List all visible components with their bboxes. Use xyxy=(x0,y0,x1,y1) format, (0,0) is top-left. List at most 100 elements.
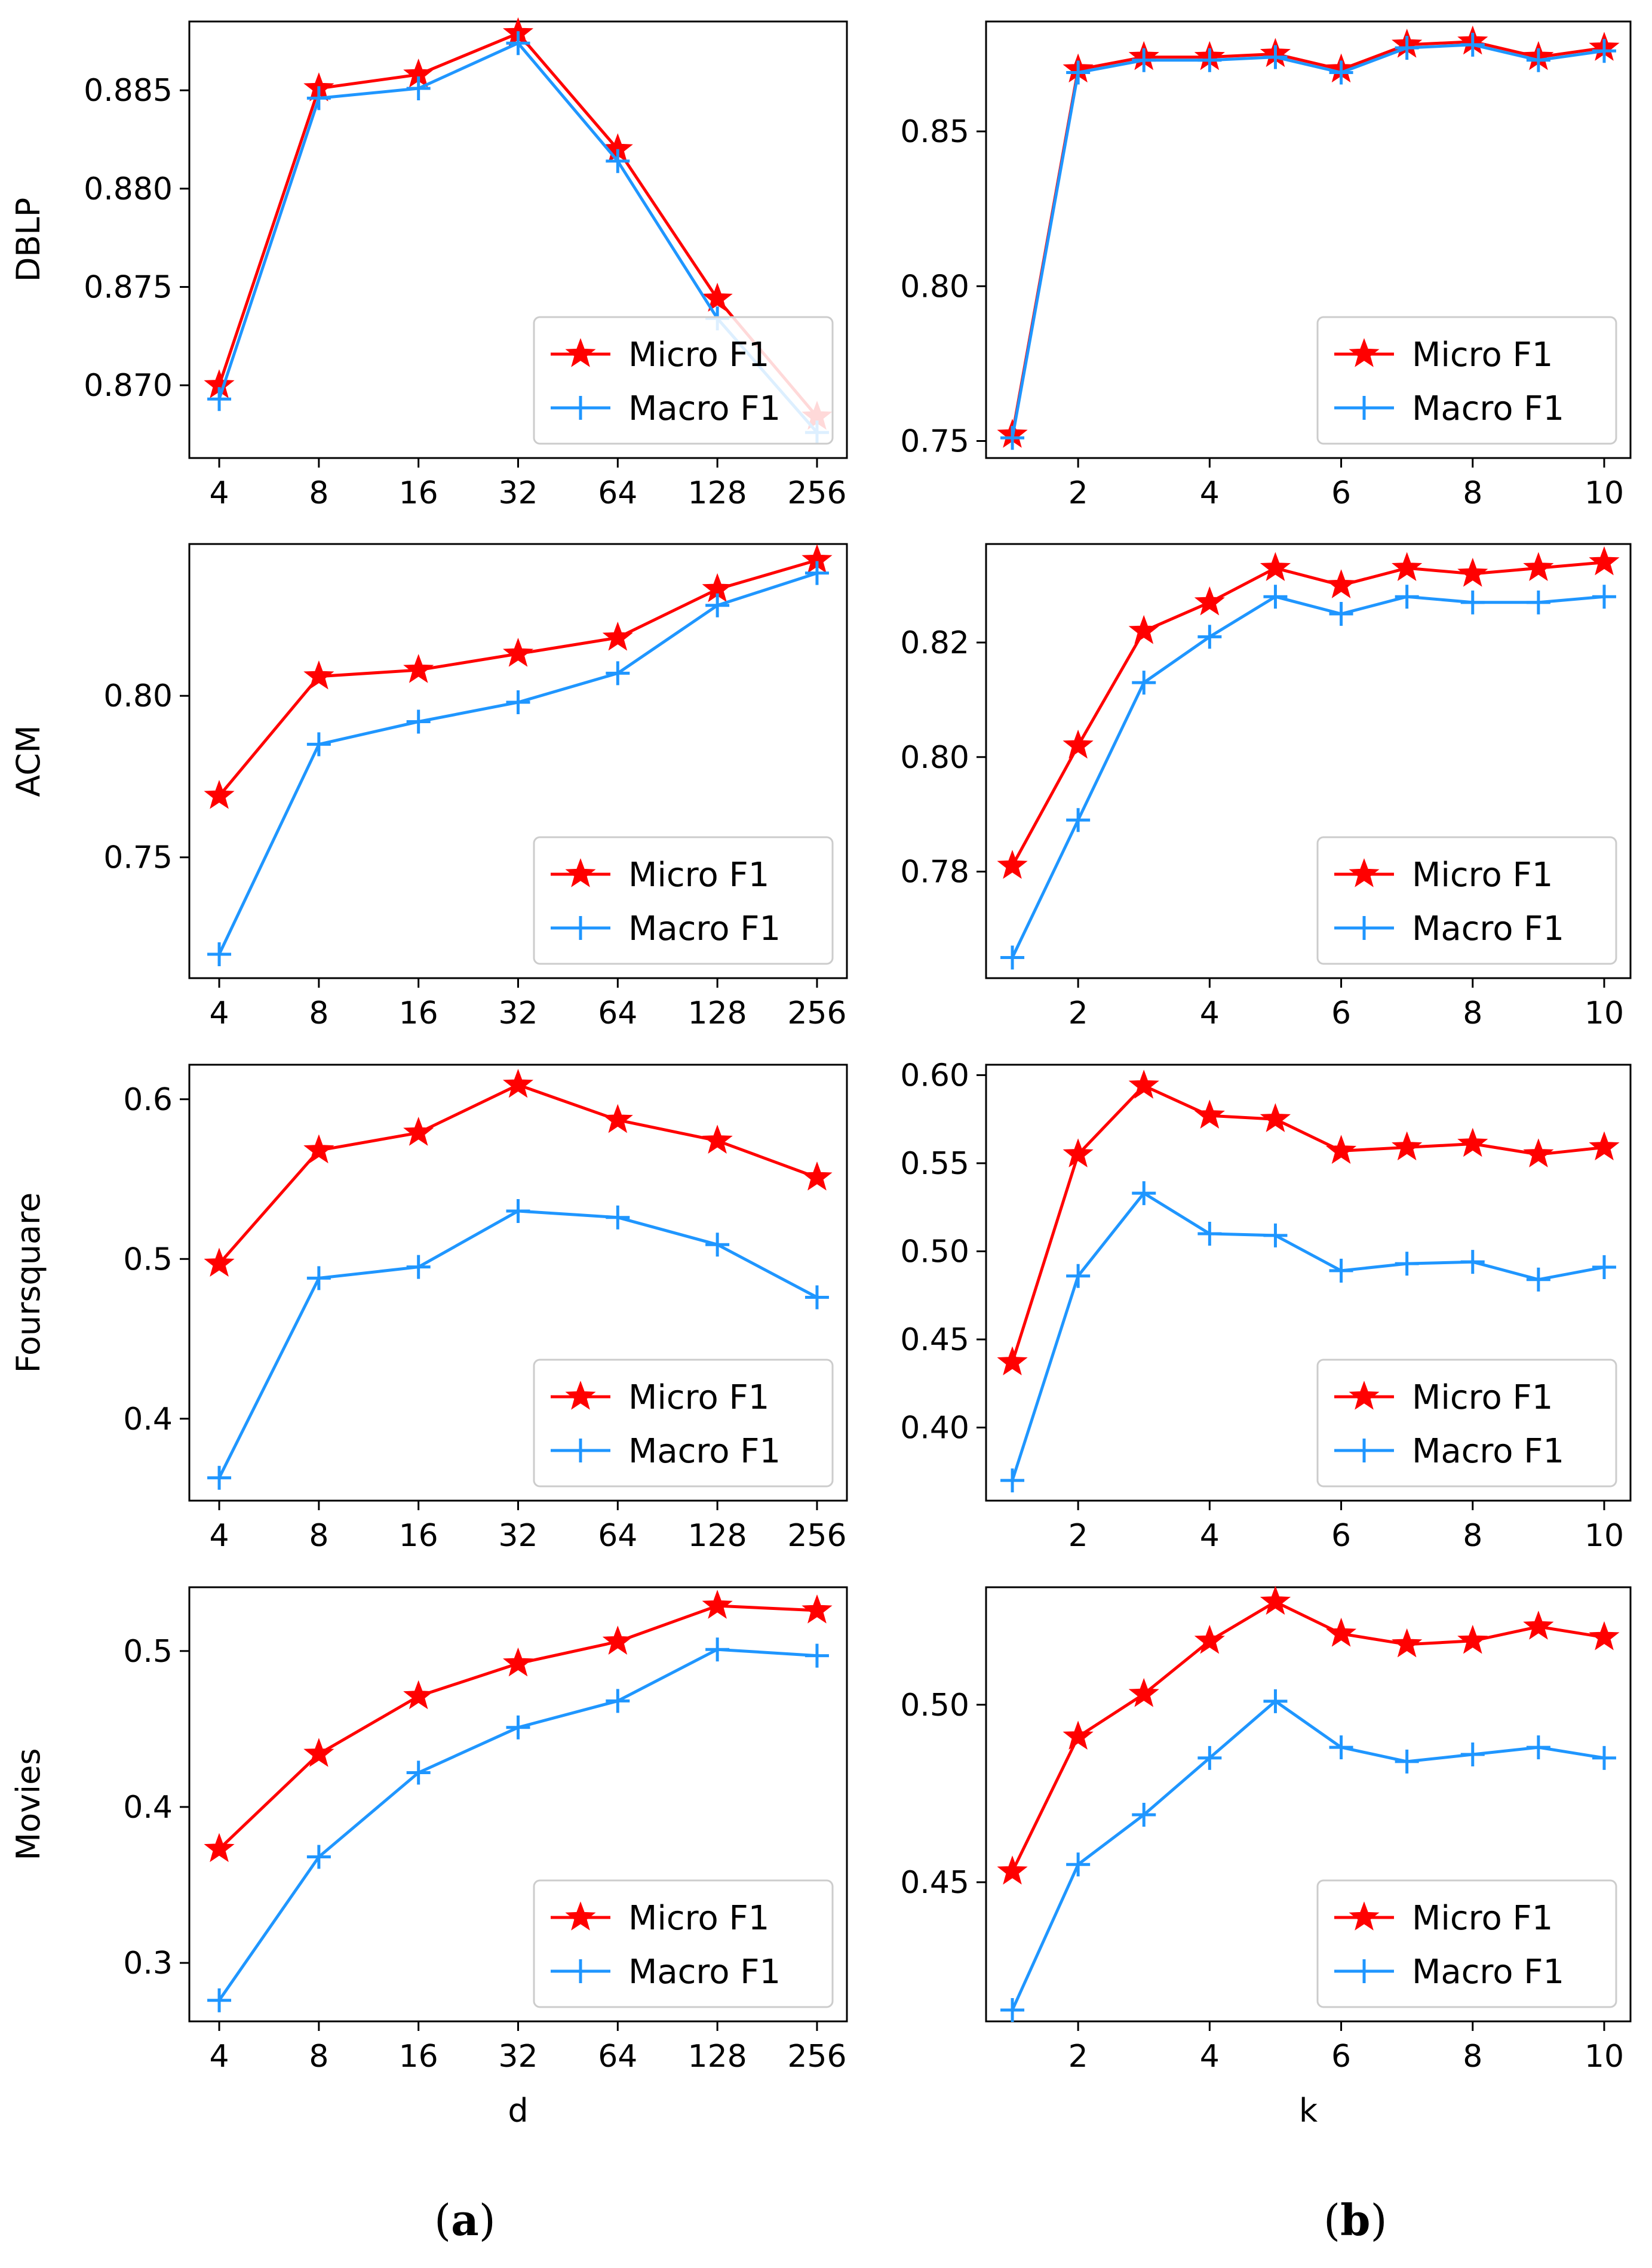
x-tick-label: 16 xyxy=(399,2039,438,2075)
legend-marker-star xyxy=(1349,1901,1380,1931)
y-axis-label: ACM xyxy=(10,725,47,797)
plot-frame xyxy=(985,543,1632,979)
legend-label: Macro F1 xyxy=(1412,909,1564,948)
data-point-plus xyxy=(1132,671,1156,695)
x-tick-label: 4 xyxy=(209,475,229,511)
data-point-plus xyxy=(1592,1745,1616,1770)
x-tick-label: 128 xyxy=(688,2039,747,2075)
data-point-plus xyxy=(1329,602,1353,626)
x-tick-label: 8 xyxy=(309,1518,328,1554)
legend-box xyxy=(533,836,834,965)
x-tick-label: 4 xyxy=(1200,995,1220,1031)
data-point-plus xyxy=(1526,590,1550,614)
x-tick-label: 6 xyxy=(1331,2039,1351,2075)
y-tick-label: 0.75 xyxy=(103,840,173,876)
x-tick-label: 32 xyxy=(498,1518,538,1554)
data-point-star xyxy=(1260,552,1291,582)
plot-frame xyxy=(985,20,1632,459)
y-tick-label: 0.78 xyxy=(900,855,969,890)
legend-box xyxy=(1316,1879,1617,2008)
legend-label: Macro F1 xyxy=(628,1953,781,1992)
data-point-plus xyxy=(1263,585,1288,609)
series-line-star xyxy=(1011,1600,1605,1873)
data-point-plus xyxy=(1197,1221,1222,1246)
x-tick-label: 4 xyxy=(209,2039,229,2075)
chart-dblp-k: 2 4 6 8 10 0.75 0.80 0.85 Micro F1 Macro F1 xyxy=(900,20,1632,511)
x-tick-label: 64 xyxy=(598,1518,637,1554)
y-tick-label: 0.5 xyxy=(123,1241,173,1277)
data-point-plus xyxy=(207,1465,232,1490)
y-tick-label: 0.85 xyxy=(900,114,969,150)
data-point-plus xyxy=(606,1689,630,1713)
y-tick-label: 0.60 xyxy=(900,1058,969,1093)
y-tick-label: 0.80 xyxy=(900,269,969,305)
chart-foursquare-d: 4 8 16 32 64 128 256 0.4 0.5 0.6 Foursquare Micro F… xyxy=(10,1064,848,1554)
x-tick-label: 2 xyxy=(1068,475,1088,511)
data-point-plus xyxy=(705,593,730,617)
data-point-plus xyxy=(606,661,630,686)
chart-movies-k: 2 4 6 8 10 0.45 0.50 k Micro F1 Macro F1 xyxy=(900,1585,1632,2129)
series-line-star xyxy=(218,1083,818,1265)
data-point-plus xyxy=(1526,1735,1550,1760)
data-point-plus xyxy=(1592,585,1616,609)
y-tick-label: 0.4 xyxy=(123,1402,173,1437)
x-tick-label: 8 xyxy=(309,995,328,1031)
data-point-plus xyxy=(1263,1689,1288,1713)
data-point-plus xyxy=(1000,426,1025,450)
series-line-star xyxy=(1011,1084,1605,1363)
data-point-plus xyxy=(406,709,431,734)
x-tick-label: 10 xyxy=(1585,995,1624,1031)
legend-box xyxy=(1316,1359,1617,1488)
data-point-star xyxy=(1523,1611,1554,1640)
data-point-star xyxy=(1194,1624,1225,1654)
data-point-star xyxy=(702,1590,733,1619)
data-point-plus xyxy=(1197,1745,1222,1770)
data-point-star xyxy=(502,638,534,667)
data-point-plus xyxy=(1395,1749,1419,1774)
data-point-star xyxy=(1589,546,1620,576)
data-point-plus xyxy=(207,942,232,966)
data-point-plus xyxy=(804,561,829,585)
legend-marker-star xyxy=(565,1381,596,1410)
data-point-star xyxy=(1194,586,1225,616)
data-point-plus xyxy=(1263,1223,1288,1247)
data-point-star xyxy=(602,622,633,651)
x-tick-label: 8 xyxy=(1463,475,1482,511)
data-point-plus xyxy=(705,1637,730,1662)
x-tick-label: 64 xyxy=(598,995,637,1031)
y-tick-label: 0.880 xyxy=(84,171,173,207)
x-axis-label: d xyxy=(508,2092,528,2129)
caption-b-open: ( xyxy=(1324,2195,1341,2245)
data-point-plus xyxy=(1000,945,1025,970)
legend-label: Micro F1 xyxy=(1412,336,1553,374)
legend-marker-star xyxy=(565,338,596,367)
data-point-plus xyxy=(1460,1250,1485,1274)
data-point-star xyxy=(997,850,1028,879)
series-line-plus xyxy=(1011,1191,1605,1481)
data-point-plus xyxy=(406,1760,431,1785)
x-tick-label: 8 xyxy=(1463,2039,1482,2075)
legend-label: Micro F1 xyxy=(1412,1899,1553,1938)
legend-box xyxy=(1316,316,1617,445)
data-point-plus xyxy=(1197,625,1222,649)
data-point-plus xyxy=(1197,48,1222,72)
legend-marker-plus xyxy=(569,396,592,420)
data-point-plus xyxy=(1526,1267,1550,1292)
data-point-star xyxy=(1457,1127,1488,1157)
x-tick-label: 8 xyxy=(309,2039,328,2075)
data-point-plus xyxy=(406,1255,431,1279)
caption-b: (b) xyxy=(1324,2195,1387,2245)
data-point-star xyxy=(1589,1621,1620,1651)
legend-box xyxy=(533,1879,834,2008)
x-tick-label: 32 xyxy=(498,2039,538,2075)
legend-marker-plus xyxy=(1352,1959,1376,1983)
data-point-plus xyxy=(1460,32,1485,57)
x-axis-label: k xyxy=(1299,2092,1318,2129)
x-tick-label: 10 xyxy=(1585,1518,1624,1554)
data-point-star xyxy=(1392,1131,1423,1161)
y-tick-label: 0.50 xyxy=(900,1234,969,1270)
legend-label: Macro F1 xyxy=(1412,389,1564,428)
data-point-plus xyxy=(1329,1258,1353,1283)
data-point-plus xyxy=(1066,1264,1091,1288)
legend-marker-star xyxy=(1349,338,1380,367)
